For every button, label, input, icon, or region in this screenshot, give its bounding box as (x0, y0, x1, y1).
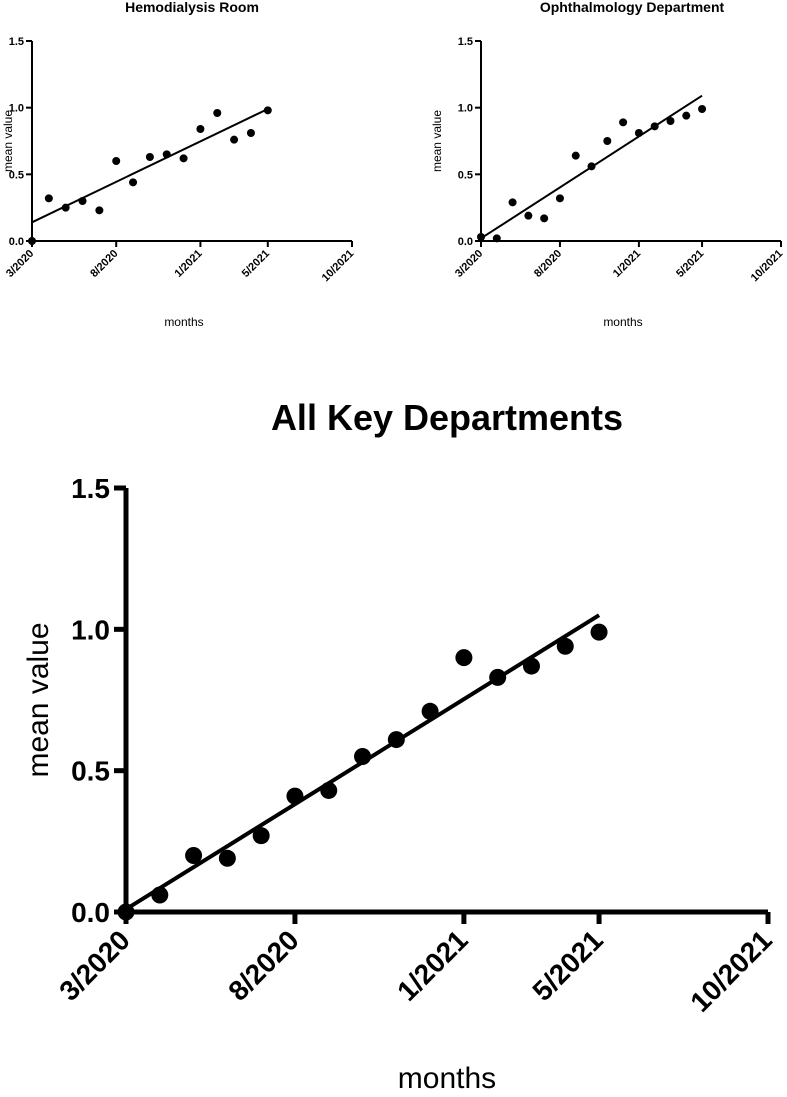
y-tick-label: 0.0 (9, 236, 24, 248)
data-point (619, 118, 628, 127)
data-point (179, 154, 188, 163)
y-tick-label: 1.0 (458, 103, 473, 115)
data-point (151, 886, 169, 904)
data-point (650, 122, 659, 131)
x-axis-label: months (603, 315, 642, 329)
x-axis-label: months (398, 1062, 496, 1092)
chart-title: All Key Departments (271, 397, 623, 438)
y-tick-label: 1.5 (71, 473, 110, 504)
x-tick-label: 10/2021 (749, 248, 786, 285)
x-tick-label: 10/2021 (684, 924, 777, 1017)
data-point (524, 211, 533, 220)
data-point (213, 109, 222, 117)
x-tick-label: 8/2020 (222, 924, 304, 1006)
data-point (556, 637, 574, 655)
y-tick-label: 1.5 (9, 36, 24, 48)
data-point (603, 137, 612, 145)
data-point (112, 157, 121, 165)
y-tick-label: 1.0 (71, 614, 110, 645)
x-axis-label: months (164, 315, 203, 329)
x-tick-label: 10/2021 (320, 248, 357, 285)
data-point (477, 233, 485, 241)
data-point (571, 151, 580, 160)
data-point (682, 111, 691, 120)
x-tick-label: 8/2020 (88, 248, 120, 280)
data-point (185, 846, 203, 864)
x-tick-label: 8/2020 (532, 248, 564, 280)
data-point (263, 106, 272, 115)
data-point (590, 623, 608, 641)
data-point (634, 129, 643, 137)
y-axis-label: mean value (430, 110, 444, 172)
data-point (522, 657, 540, 675)
data-point (540, 214, 549, 223)
data-point (61, 203, 70, 212)
data-point (387, 731, 405, 749)
chart-oph: Ophthalmology Department 0.0 0.5 1.0 1.5 3/20… (430, 0, 785, 329)
data-point (354, 748, 372, 766)
chart-title: Hemodialysis Room (125, 0, 259, 15)
data-point (508, 198, 517, 207)
y-tick-label: 0.5 (458, 169, 473, 181)
data-point (117, 903, 135, 921)
data-point (129, 178, 138, 187)
data-point (666, 117, 675, 125)
y-tick-label: 0.0 (71, 897, 110, 928)
data-point (587, 162, 596, 171)
data-point (218, 849, 236, 867)
data-point (28, 237, 36, 245)
x-tick-label: 3/2020 (453, 248, 485, 280)
y-axis-label: mean value (22, 622, 55, 777)
data-point (320, 781, 338, 799)
x-tick-label: 5/2021 (674, 248, 706, 280)
x-tick-label: 1/2021 (172, 248, 204, 280)
data-point (252, 827, 270, 845)
data-point (286, 787, 304, 805)
data-point (196, 125, 205, 133)
data-point (95, 206, 104, 215)
y-tick-label: 0.5 (9, 169, 24, 181)
y-tick-label: 0.5 (71, 756, 110, 787)
data-point (230, 135, 239, 144)
data-point (78, 197, 87, 205)
chart-hemo: Hemodialysis Room 0.0 0.5 1.0 1.5 3/2020 8/202… (1, 0, 356, 329)
y-axis-label: mean value (1, 110, 15, 172)
data-point (162, 150, 171, 159)
data-point (489, 668, 507, 686)
y-tick-label: 1.5 (458, 36, 473, 48)
data-point (455, 649, 473, 667)
y-tick-label: 0.0 (458, 236, 473, 248)
data-point (555, 194, 564, 203)
data-point (145, 153, 154, 161)
chart-title: Ophthalmology Department (540, 0, 725, 15)
x-tick-label: 1/2021 (611, 248, 643, 280)
data-point (698, 105, 707, 113)
chart-all: All Key Departments 0.0 0.5 1.0 1.5 3/2020 8/2… (22, 397, 778, 1095)
x-tick-label: 1/2021 (391, 924, 473, 1006)
fit-line (31, 108, 269, 224)
x-tick-label: 3/2020 (53, 924, 135, 1006)
y-tick-label: 1.0 (9, 103, 24, 115)
data-point (246, 129, 255, 137)
x-tick-label: 5/2021 (526, 924, 608, 1006)
data-point (492, 234, 501, 243)
data-point (44, 194, 53, 203)
x-tick-label: 5/2021 (240, 248, 272, 280)
data-point (421, 702, 439, 720)
x-tick-label: 3/2020 (4, 248, 36, 280)
